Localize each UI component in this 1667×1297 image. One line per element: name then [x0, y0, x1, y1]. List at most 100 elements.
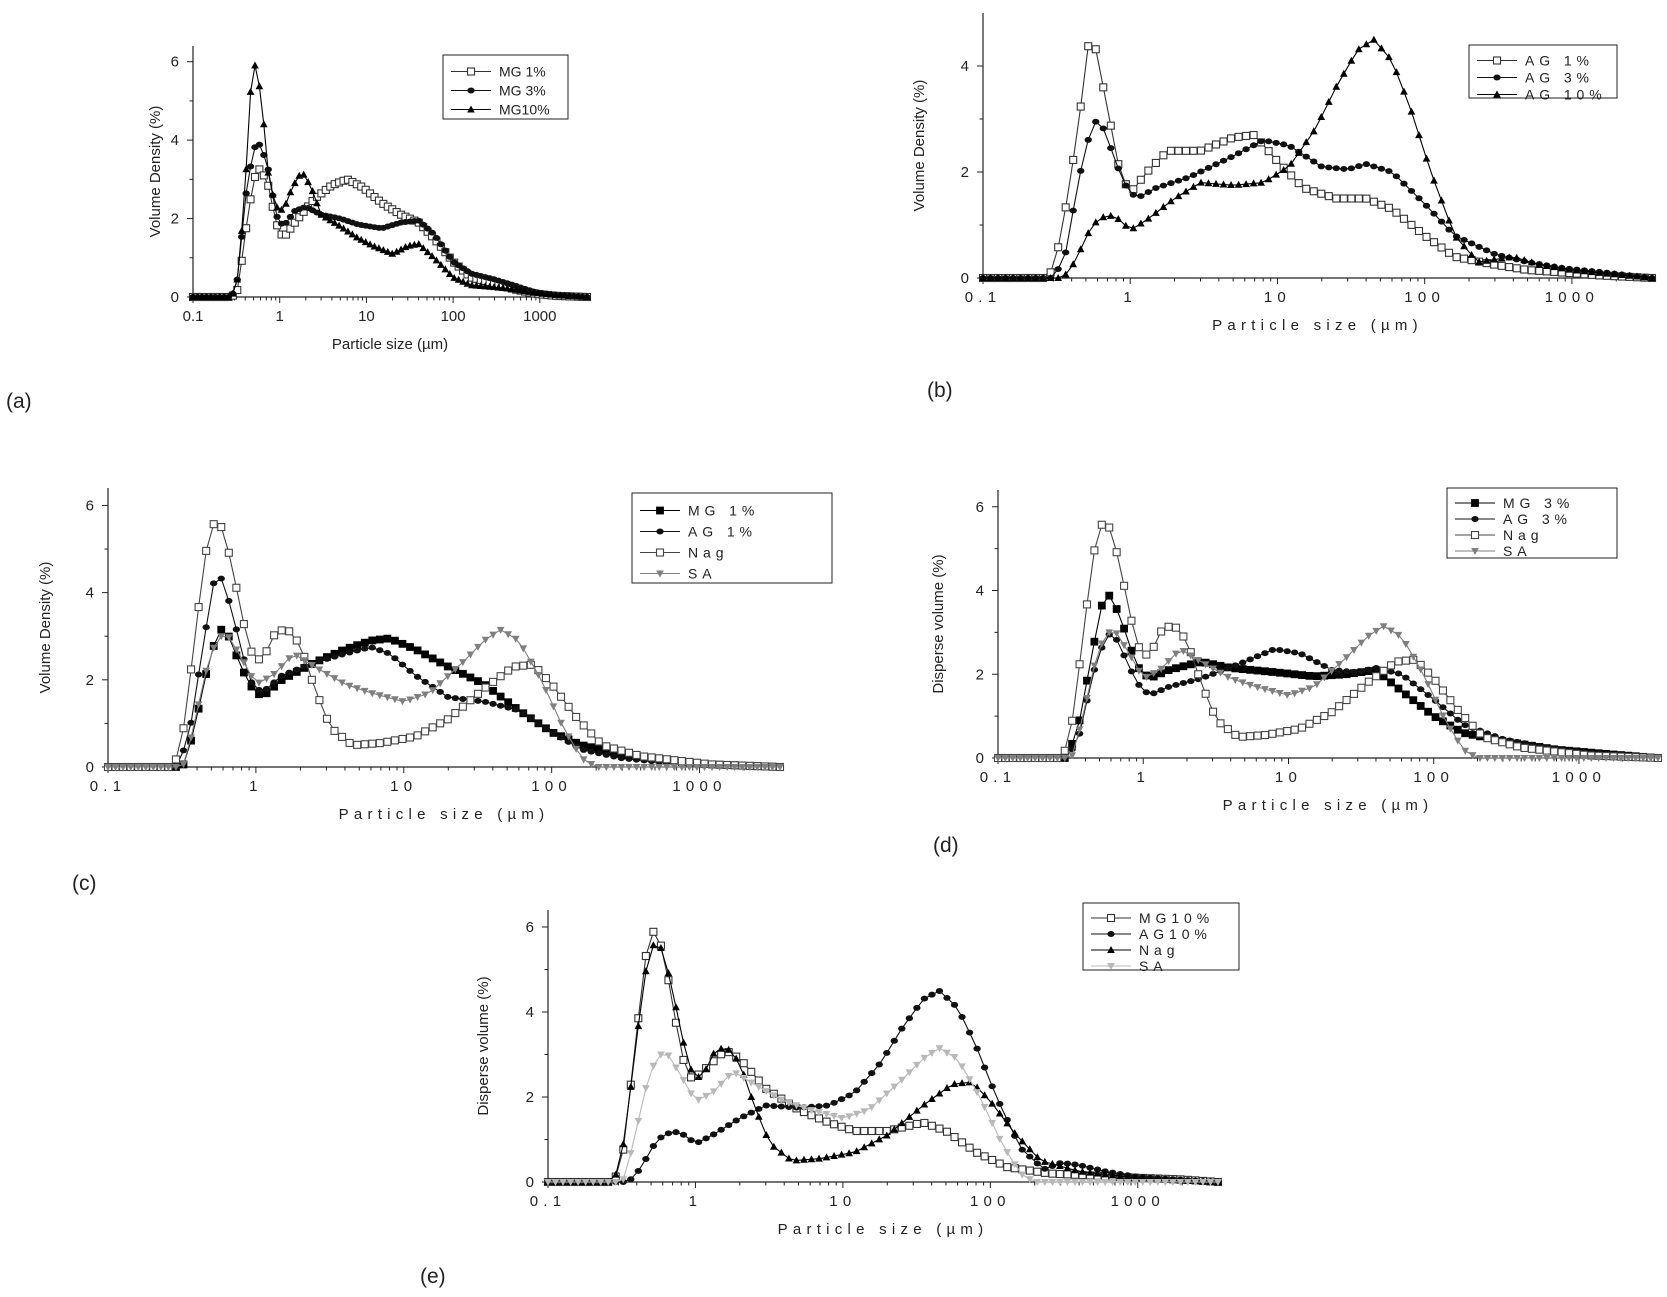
data-point — [1618, 271, 1626, 279]
data-point — [458, 702, 467, 711]
data-point — [845, 1113, 853, 1121]
legend-marker — [1107, 931, 1115, 937]
data-point — [1520, 743, 1529, 752]
data-point — [777, 1103, 786, 1110]
data-point — [1431, 676, 1440, 685]
data-point — [423, 225, 432, 232]
data-point — [1446, 725, 1455, 733]
data-point — [1460, 242, 1468, 250]
data-point — [246, 195, 255, 204]
legend-item: MG10% — [451, 102, 550, 118]
data-point — [867, 1139, 876, 1147]
data-point — [383, 247, 392, 255]
data-point — [1179, 662, 1188, 671]
data-point — [187, 719, 195, 726]
data-point — [392, 247, 401, 255]
data-point — [935, 1045, 944, 1053]
data-point — [1246, 665, 1255, 674]
data-point — [950, 1053, 959, 1061]
data-point — [1092, 118, 1100, 125]
data-point — [496, 626, 505, 634]
panel-label-e: (e) — [420, 1265, 446, 1288]
data-point — [1086, 1179, 1094, 1187]
data-point — [1287, 171, 1296, 180]
data-point — [589, 1179, 598, 1187]
data-point — [1594, 755, 1603, 763]
data-point — [459, 696, 467, 702]
data-point — [541, 674, 550, 683]
data-point — [1099, 83, 1108, 92]
data-point — [655, 764, 664, 772]
data-point — [1055, 1169, 1064, 1179]
data-point — [323, 670, 331, 678]
data-point — [1060, 755, 1069, 763]
data-point — [897, 1076, 906, 1084]
data-point — [1107, 145, 1115, 152]
x-axis-title: Particle size (µm) — [339, 806, 550, 823]
data-point — [246, 87, 255, 95]
data-point — [413, 731, 422, 740]
data-point — [391, 636, 399, 645]
data-point — [657, 1051, 665, 1059]
data-point — [421, 650, 430, 659]
data-point — [1370, 163, 1378, 170]
data-point — [655, 754, 664, 763]
data-point — [474, 697, 482, 704]
data-point — [1287, 159, 1296, 167]
data-point — [1242, 131, 1251, 141]
data-point — [1347, 194, 1356, 203]
data-point — [481, 698, 490, 705]
data-point — [852, 1110, 861, 1118]
data-point — [642, 967, 650, 975]
data-point — [867, 1126, 876, 1136]
data-point — [1054, 273, 1063, 281]
legend-item: AG 3% — [1477, 70, 1589, 86]
data-point — [754, 1076, 763, 1085]
data-point — [1219, 157, 1228, 164]
data-point — [415, 217, 423, 224]
data-point — [845, 1125, 854, 1134]
data-point — [1187, 678, 1195, 685]
data-point — [481, 683, 490, 692]
data-point — [1431, 713, 1440, 722]
data-point — [1305, 671, 1314, 680]
data-point — [1253, 684, 1262, 692]
data-point — [807, 1155, 816, 1163]
data-point — [1588, 268, 1596, 276]
data-point — [1031, 273, 1040, 281]
data-point — [815, 1154, 823, 1162]
data-point — [596, 1179, 605, 1187]
data-point — [1144, 166, 1153, 175]
data-point — [625, 755, 633, 762]
data-point — [852, 1147, 861, 1155]
data-point — [928, 991, 936, 998]
data-point — [375, 739, 384, 748]
data-point — [1112, 630, 1121, 638]
data-point — [1305, 719, 1314, 728]
data-point — [1350, 668, 1358, 675]
x-tick-label: 100 — [970, 1193, 1011, 1210]
data-point — [557, 719, 565, 727]
y-tick-label: 4 — [961, 58, 969, 75]
data-point — [1399, 214, 1408, 223]
data-point — [1550, 747, 1559, 756]
data-point — [1290, 670, 1299, 679]
x-axis-title: Particle size (µm) — [778, 1221, 989, 1238]
data-point — [339, 224, 348, 232]
data-point — [1424, 668, 1433, 677]
data-point — [1260, 730, 1270, 740]
legend-item: MG 1% — [640, 503, 754, 519]
data-point — [664, 976, 673, 985]
data-point — [920, 1054, 929, 1062]
data-point — [1216, 719, 1225, 728]
data-point — [1033, 1153, 1042, 1161]
legend-item: MG 3% — [1455, 495, 1569, 511]
data-point — [1513, 742, 1522, 751]
data-point — [1372, 665, 1380, 672]
legend-marker — [656, 528, 664, 535]
data-point — [745, 764, 754, 772]
data-point — [519, 645, 528, 653]
data-point — [694, 1073, 703, 1081]
data-point — [950, 1132, 959, 1142]
data-point — [890, 1083, 899, 1091]
